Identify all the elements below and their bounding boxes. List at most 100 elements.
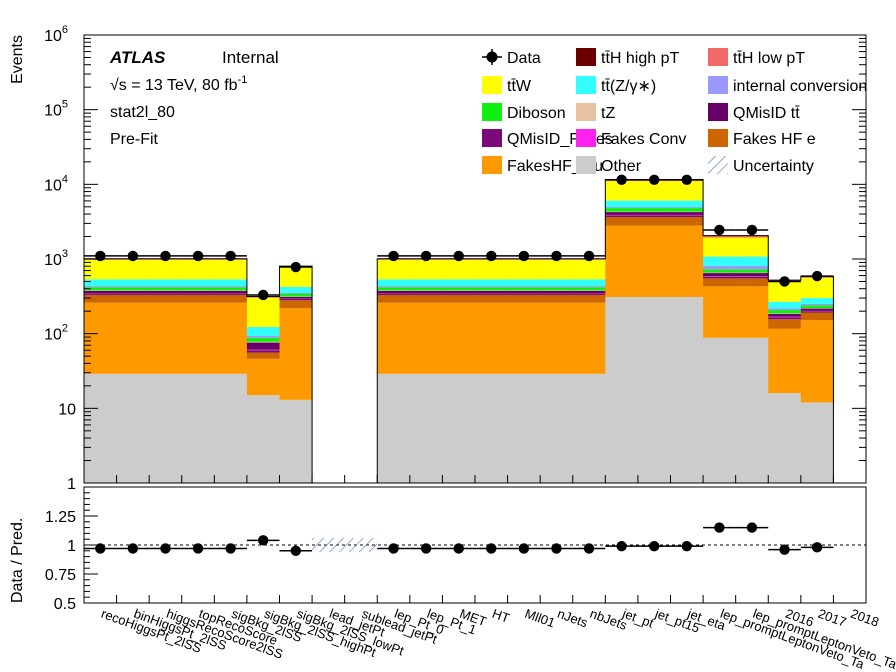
bar-segment — [768, 328, 802, 394]
bar-segment — [475, 373, 508, 483]
bar-segment — [214, 287, 248, 291]
bar-segment — [475, 302, 508, 374]
bar-segment — [149, 293, 183, 295]
bar-segment — [507, 294, 541, 303]
bar-segment — [116, 287, 150, 291]
ratio-point — [388, 543, 399, 554]
bar-segment — [540, 286, 574, 288]
data-point — [551, 250, 562, 262]
bar-segment — [735, 278, 769, 287]
bar-segment — [703, 273, 737, 277]
ratio-point — [681, 540, 692, 552]
legend-swatch — [576, 103, 596, 121]
bar-segment — [181, 290, 215, 294]
ratio-tick-label: 1 — [67, 538, 76, 555]
bar-segment — [442, 373, 476, 483]
energy-label: √s = 13 TeV, 80 fb-1 — [110, 74, 247, 94]
data-point — [225, 250, 236, 262]
bar-segment — [84, 286, 117, 288]
bar-segment — [703, 256, 737, 266]
bar-segment — [409, 259, 443, 280]
data-point — [420, 250, 432, 262]
bar-segment — [507, 373, 541, 483]
data-point — [160, 250, 171, 262]
bar-segment — [377, 279, 411, 287]
data-point — [290, 261, 301, 273]
legend-label: tt̄W — [507, 78, 532, 95]
legend-swatch — [576, 76, 596, 94]
bar-segment — [149, 302, 183, 374]
ratio-tick-label: 0.5 — [54, 596, 76, 613]
legend-label: Other — [601, 158, 642, 175]
bar-segment — [703, 265, 737, 270]
bar-segment — [279, 286, 313, 293]
atlas-label: ATLAS — [109, 48, 166, 67]
bar-segment — [84, 302, 117, 374]
bar-segment — [279, 267, 313, 287]
bar-segment — [116, 286, 150, 288]
bar-segment — [409, 293, 443, 295]
legend-label: tt̄H low pT — [733, 50, 805, 67]
bar-segment — [279, 399, 313, 483]
data-point — [127, 250, 139, 262]
bar-segment — [246, 297, 280, 327]
ratio-point — [127, 543, 139, 554]
bar-segment — [670, 296, 704, 483]
bar-segment — [475, 259, 508, 280]
bar-segment — [800, 312, 834, 321]
uncertainty-band — [344, 538, 378, 552]
bar-segment — [540, 279, 574, 287]
legend-label: tt̄(Z/γ∗) — [601, 78, 656, 95]
y-tick-label: 104 — [44, 173, 68, 194]
data-point — [811, 270, 823, 282]
bar-segment — [84, 373, 117, 483]
bar-segment — [605, 181, 639, 201]
data-point — [649, 174, 660, 186]
bar-segment — [149, 279, 183, 287]
bar-segment — [605, 215, 639, 218]
bar-segment — [703, 237, 737, 257]
bar-segment — [84, 279, 117, 287]
bar-segment — [279, 292, 313, 294]
energy-text: √s = 13 TeV, 80 fb — [110, 77, 238, 94]
ratio-point — [160, 543, 171, 554]
data-point — [388, 250, 399, 262]
bar-segment — [670, 208, 704, 212]
bar-segment — [540, 259, 574, 280]
y-tick-label: 10 — [58, 401, 76, 418]
ratio-point — [486, 543, 497, 554]
bar-segment — [605, 225, 639, 297]
bar-segment — [377, 293, 411, 295]
bar-segment — [475, 286, 508, 288]
bar-segment — [116, 293, 150, 295]
bar-segment — [84, 293, 117, 295]
x-tick-label: 2018 — [849, 606, 881, 630]
legend-swatch — [576, 48, 596, 66]
bar-segment — [149, 287, 183, 291]
data-point — [95, 250, 106, 262]
bar-segment — [377, 287, 411, 291]
bar-segment — [377, 290, 411, 294]
bar-segment — [149, 294, 183, 303]
legend-label: Fakes HF e — [733, 131, 816, 148]
bar-segment — [409, 287, 443, 291]
bar-segment — [475, 290, 508, 294]
bar-segment — [279, 298, 313, 301]
ratio-point — [616, 540, 627, 552]
bar-segment — [572, 290, 606, 294]
bar-segment — [279, 300, 313, 309]
bar-segment — [279, 296, 313, 299]
ratio-point — [583, 543, 595, 554]
legend-swatch — [708, 129, 728, 147]
energy-exponent: -1 — [238, 74, 248, 86]
y-tick-label: 103 — [44, 248, 68, 269]
status-label: Internal — [222, 48, 279, 67]
bar-segment — [768, 281, 802, 302]
bar-segment — [409, 302, 443, 374]
bar-segment — [475, 287, 508, 291]
bar-segment — [637, 215, 671, 218]
bar-segment — [442, 286, 476, 288]
bar-segment — [768, 316, 802, 318]
legend-label: tZ — [601, 105, 615, 122]
